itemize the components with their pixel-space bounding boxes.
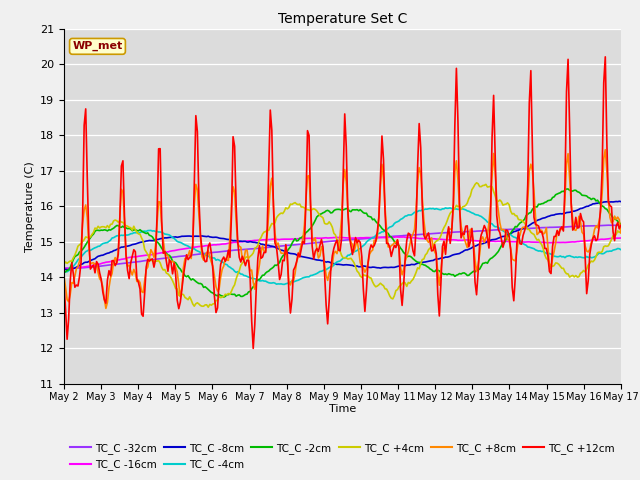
TC_C -2cm [60,270,68,276]
TC_C -32cm [617,222,625,228]
TC_C +8cm [305,173,313,179]
TC_C +4cm [204,304,212,310]
TC_C -2cm [129,228,136,234]
Line: TC_C +8cm: TC_C +8cm [64,150,621,308]
TC_C +12cm [588,242,595,248]
TC_C +12cm [244,258,252,264]
Line: TC_C -8cm: TC_C -8cm [64,201,621,270]
TC_C +4cm [228,288,236,294]
TC_C +12cm [255,243,263,249]
Line: TC_C -2cm: TC_C -2cm [64,189,621,297]
TC_C -32cm [246,246,254,252]
TC_C +4cm [473,180,481,186]
TC_C -4cm [244,274,252,280]
TC_C -32cm [255,245,263,251]
Line: TC_C +12cm: TC_C +12cm [64,57,621,348]
TC_C +8cm [255,262,263,268]
X-axis label: Time: Time [329,405,356,414]
TC_C -32cm [228,248,236,253]
TC_C -2cm [589,195,596,201]
TC_C +12cm [250,346,257,351]
TC_C -16cm [228,240,236,246]
TC_C -8cm [255,240,263,246]
TC_C +8cm [102,305,109,311]
TC_C -4cm [60,269,68,275]
TC_C -4cm [617,247,625,252]
TC_C +12cm [602,54,609,60]
TC_C -8cm [60,266,68,272]
TC_C -8cm [228,238,236,243]
TC_C -4cm [226,264,234,270]
TC_C -8cm [617,199,625,204]
TC_C -32cm [67,265,74,271]
TC_C -8cm [246,239,254,244]
TC_C -8cm [130,241,138,247]
TC_C -4cm [129,231,136,237]
TC_C -2cm [246,288,254,294]
TC_C +12cm [226,254,234,260]
TC_C +4cm [305,207,313,213]
TC_C -16cm [589,237,596,243]
TC_C -2cm [564,186,572,192]
TC_C -16cm [60,265,68,271]
Line: TC_C -32cm: TC_C -32cm [64,225,621,268]
Line: TC_C -16cm: TC_C -16cm [64,237,621,269]
TC_C +8cm [602,147,609,153]
TC_C -32cm [588,223,595,228]
Title: Temperature Set C: Temperature Set C [278,12,407,26]
TC_C +8cm [617,230,625,236]
TC_C +12cm [617,223,625,228]
Legend: TC_C -32cm, TC_C -16cm, TC_C -8cm, TC_C -4cm, TC_C -2cm, TC_C +4cm, TC_C +8cm, T: TC_C -32cm, TC_C -16cm, TC_C -8cm, TC_C … [66,439,619,474]
Text: WP_met: WP_met [72,41,123,51]
TC_C +8cm [60,273,68,279]
TC_C -16cm [246,238,254,244]
TC_C +12cm [129,253,136,259]
TC_C +4cm [255,237,263,243]
TC_C -32cm [616,222,623,228]
TC_C -2cm [228,291,236,297]
TC_C -16cm [130,254,138,260]
TC_C -32cm [60,265,68,271]
TC_C +8cm [588,240,595,245]
TC_C -16cm [400,234,408,240]
Line: TC_C -4cm: TC_C -4cm [64,208,621,284]
TC_C +4cm [246,253,254,259]
TC_C +8cm [246,268,254,274]
TC_C +12cm [60,281,68,287]
TC_C +4cm [617,228,625,234]
TC_C +12cm [305,132,313,138]
Y-axis label: Temperature (C): Temperature (C) [24,161,35,252]
Line: TC_C +4cm: TC_C +4cm [64,183,621,307]
TC_C +8cm [228,204,236,210]
TC_C -4cm [254,277,262,283]
TC_C -2cm [220,294,228,300]
TC_C -8cm [63,267,71,273]
TC_C +8cm [130,266,138,272]
TC_C -16cm [305,235,313,241]
TC_C -32cm [305,240,313,246]
TC_C -8cm [588,202,595,208]
TC_C -16cm [63,266,71,272]
TC_C -4cm [589,254,596,260]
TC_C -2cm [255,277,263,283]
TC_C -16cm [255,237,263,243]
TC_C -4cm [305,274,313,280]
TC_C -32cm [130,259,138,265]
TC_C +4cm [589,259,596,264]
TC_C -4cm [446,205,454,211]
TC_C +4cm [60,261,68,267]
TC_C -2cm [617,221,625,227]
TC_C -8cm [305,255,313,261]
TC_C -16cm [617,235,625,241]
TC_C -8cm [616,198,623,204]
TC_C -2cm [305,227,313,232]
TC_C -4cm [280,281,288,287]
TC_C +4cm [129,227,136,233]
